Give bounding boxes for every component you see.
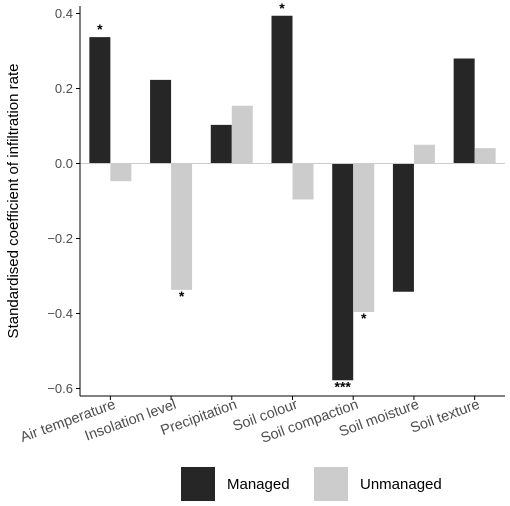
bar-unmanaged-0 [110,163,132,182]
significance-marks: ******* [97,0,367,394]
legend-label-unmanaged: Unmanaged [360,476,442,493]
bar-managed-5 [392,163,414,292]
bar-managed-2 [210,124,232,164]
bar-unmanaged-3 [292,163,314,200]
bar-managed-0 [89,37,111,164]
bar-managed-1 [150,79,172,164]
bar-managed-4 [332,163,354,381]
bar-unmanaged-1 [171,163,193,290]
bar-unmanaged-2 [231,105,253,164]
legend: Managed Unmanaged [181,467,442,501]
y-tick-label: 0.4 [55,6,73,21]
y-tick-label: −0.6 [47,381,73,396]
y-tick-label: −0.2 [47,231,73,246]
bar-managed-3 [271,15,293,164]
y-tick-label: 0.2 [55,81,73,96]
y-axis-ticks: 0.4 0.2 0.0 −0.2 −0.4 −0.6 [47,6,80,396]
significance-mark: * [179,288,185,304]
y-tick-label: −0.4 [47,306,73,321]
bar-unmanaged-6 [474,148,496,164]
significance-mark: * [97,21,103,37]
legend-label-managed: Managed [227,476,290,493]
bar-unmanaged-4 [353,163,375,312]
significance-mark: * [279,0,285,16]
bars [89,15,496,381]
legend-swatch-unmanaged [314,467,348,501]
significance-mark: *** [335,378,352,394]
significance-mark: * [361,310,367,326]
x-tick-label: Soil texture [408,397,482,437]
legend-swatch-managed [181,467,215,501]
bar-unmanaged-5 [413,144,435,164]
y-tick-label: 0.0 [55,156,73,171]
bar-managed-6 [453,58,475,164]
y-axis-label: Standardised coefficient of infiltration… [5,64,22,339]
